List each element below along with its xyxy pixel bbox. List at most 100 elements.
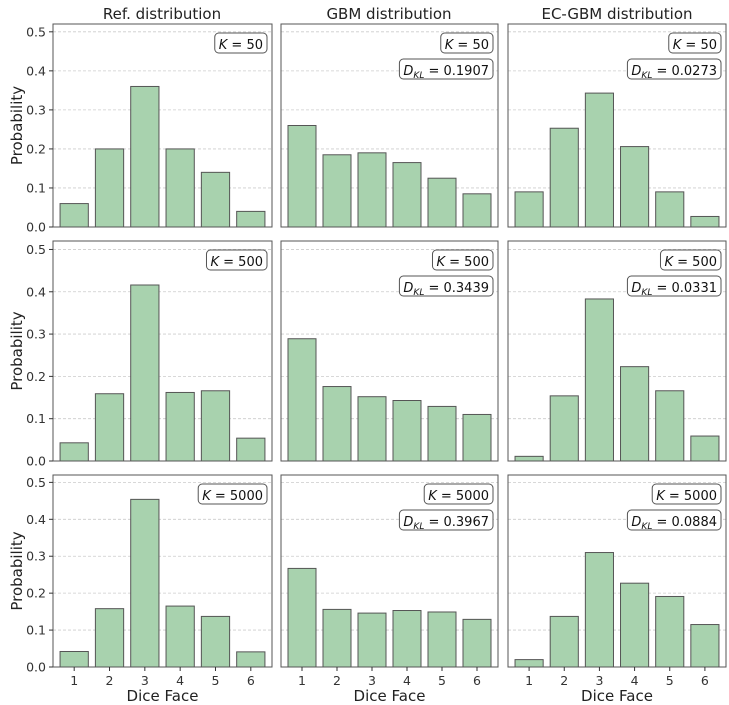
axes-frame <box>280 240 499 462</box>
k-annotation-text: K = 5000 <box>656 489 717 504</box>
k-symbol: K <box>673 38 683 53</box>
bar <box>357 612 387 668</box>
bar <box>514 191 544 228</box>
axes-frame <box>52 23 273 228</box>
axes-frame <box>52 240 273 462</box>
dkl-annotation: DKL = 0.1907 <box>398 58 494 81</box>
k-value: = 50 <box>453 38 489 53</box>
dkl-annotation-text: DKL = 0.3439 <box>403 281 489 298</box>
bar <box>322 154 352 228</box>
axes-frame <box>52 474 273 668</box>
dkl-annotation-box <box>398 509 494 531</box>
k-annotation-box <box>668 32 722 54</box>
k-annotation-box <box>205 249 268 271</box>
k-annotation: K = 5000 <box>651 483 722 505</box>
k-annotation: K = 50 <box>440 32 494 54</box>
dkl-value: = 0.0884 <box>652 515 717 530</box>
bar <box>200 390 231 462</box>
y-tick-label: 0.5 <box>26 475 46 490</box>
bar <box>690 215 720 228</box>
panel-r2-c2: 1 2 3 4 5 6 Dice Face K = 5000 DKL = 0.0884 <box>507 474 727 705</box>
dkl-annotation-text: DKL = 0.3967 <box>403 515 489 532</box>
x-tick-label: 4 <box>176 673 184 688</box>
bar <box>236 437 266 462</box>
bar <box>200 171 231 228</box>
dkl-subscript: KL <box>413 71 424 81</box>
bar <box>59 203 89 228</box>
bar <box>357 396 387 462</box>
k-annotation-text: K = 5000 <box>428 489 489 504</box>
y-tick-label: 0.1 <box>26 180 46 195</box>
dkl-annotation-box <box>626 58 722 80</box>
k-symbol: K <box>445 38 455 53</box>
k-symbol: K <box>436 255 446 270</box>
dkl-annotation: DKL = 0.0273 <box>626 58 722 81</box>
bar <box>690 435 720 462</box>
bar <box>287 567 317 668</box>
bar <box>236 210 266 228</box>
y-axis-label: Probability <box>8 311 26 390</box>
bar <box>236 651 266 668</box>
k-annotation: K = 500 <box>431 249 494 271</box>
dkl-value: = 0.0331 <box>652 281 717 296</box>
panel-r1-c1: K = 500 DKL = 0.3439 <box>280 240 499 462</box>
x-tick-label: 3 <box>368 673 376 688</box>
x-tick-label: 2 <box>106 673 114 688</box>
bar <box>287 338 317 462</box>
x-axis-label: Dice Face <box>581 687 653 705</box>
k-annotation-text: K = 5000 <box>202 489 263 504</box>
dkl-annotation-text: DKL = 0.0273 <box>631 64 717 81</box>
y-tick-label: 0.4 <box>26 63 46 78</box>
k-annotation-text: K = 500 <box>664 255 717 270</box>
x-tick-label: 1 <box>298 673 306 688</box>
bar <box>427 405 457 462</box>
y-tick-label: 0.5 <box>26 242 46 257</box>
x-tick-label: 2 <box>560 673 568 688</box>
k-annotation-box <box>214 32 268 54</box>
bar <box>130 498 160 668</box>
x-tick-label: 6 <box>473 673 481 688</box>
k-symbol: K <box>219 38 229 53</box>
k-annotation: K = 5000 <box>197 483 268 505</box>
dkl-symbol: D <box>631 515 641 530</box>
bar <box>620 146 650 228</box>
x-tick-label: 3 <box>141 673 149 688</box>
k-symbol: K <box>656 489 666 504</box>
x-tick-label: 5 <box>666 673 674 688</box>
panel-r1-c0: 0.0 0.1 0.2 0.3 0.4 0.5 Probability K = 500 <box>8 240 273 469</box>
x-tick-label: 4 <box>403 673 411 688</box>
column-titles: Ref. distribution GBM distribution EC-GB… <box>103 5 693 23</box>
bar <box>655 390 685 462</box>
bar <box>59 442 89 462</box>
y-tick-label: 0.3 <box>26 549 46 564</box>
dkl-symbol: D <box>403 64 413 79</box>
y-tick-label: 0.1 <box>26 411 46 426</box>
dkl-annotation-box <box>626 509 722 531</box>
bar <box>462 618 492 668</box>
y-tick-label: 0.4 <box>26 512 46 527</box>
col-title-gbm: GBM distribution <box>326 5 451 23</box>
bar <box>94 148 125 228</box>
panel-r0-c2: K = 50 DKL = 0.0273 <box>507 23 727 228</box>
k-value: = 5000 <box>665 489 717 504</box>
dkl-value: = 0.1907 <box>424 64 489 79</box>
x-tick-label: 6 <box>701 673 709 688</box>
y-tick-label: 0.1 <box>26 623 46 638</box>
bar <box>655 595 685 668</box>
dkl-symbol: D <box>631 64 641 79</box>
x-tick-label: 6 <box>247 673 255 688</box>
axes-frame <box>507 240 727 462</box>
k-annotation-box <box>440 32 494 54</box>
panel-r1-c2: K = 500 DKL = 0.0331 <box>507 240 727 462</box>
dkl-annotation: DKL = 0.0331 <box>626 275 722 298</box>
x-tick-label: 5 <box>438 673 446 688</box>
bar <box>392 610 422 668</box>
k-value: = 5000 <box>211 489 263 504</box>
bar <box>549 395 579 462</box>
dkl-annotation: DKL = 0.3439 <box>398 275 494 298</box>
k-value: = 500 <box>445 255 489 270</box>
bar <box>287 125 317 228</box>
col-title-ref: Ref. distribution <box>103 5 221 23</box>
k-annotation-box <box>197 483 268 505</box>
